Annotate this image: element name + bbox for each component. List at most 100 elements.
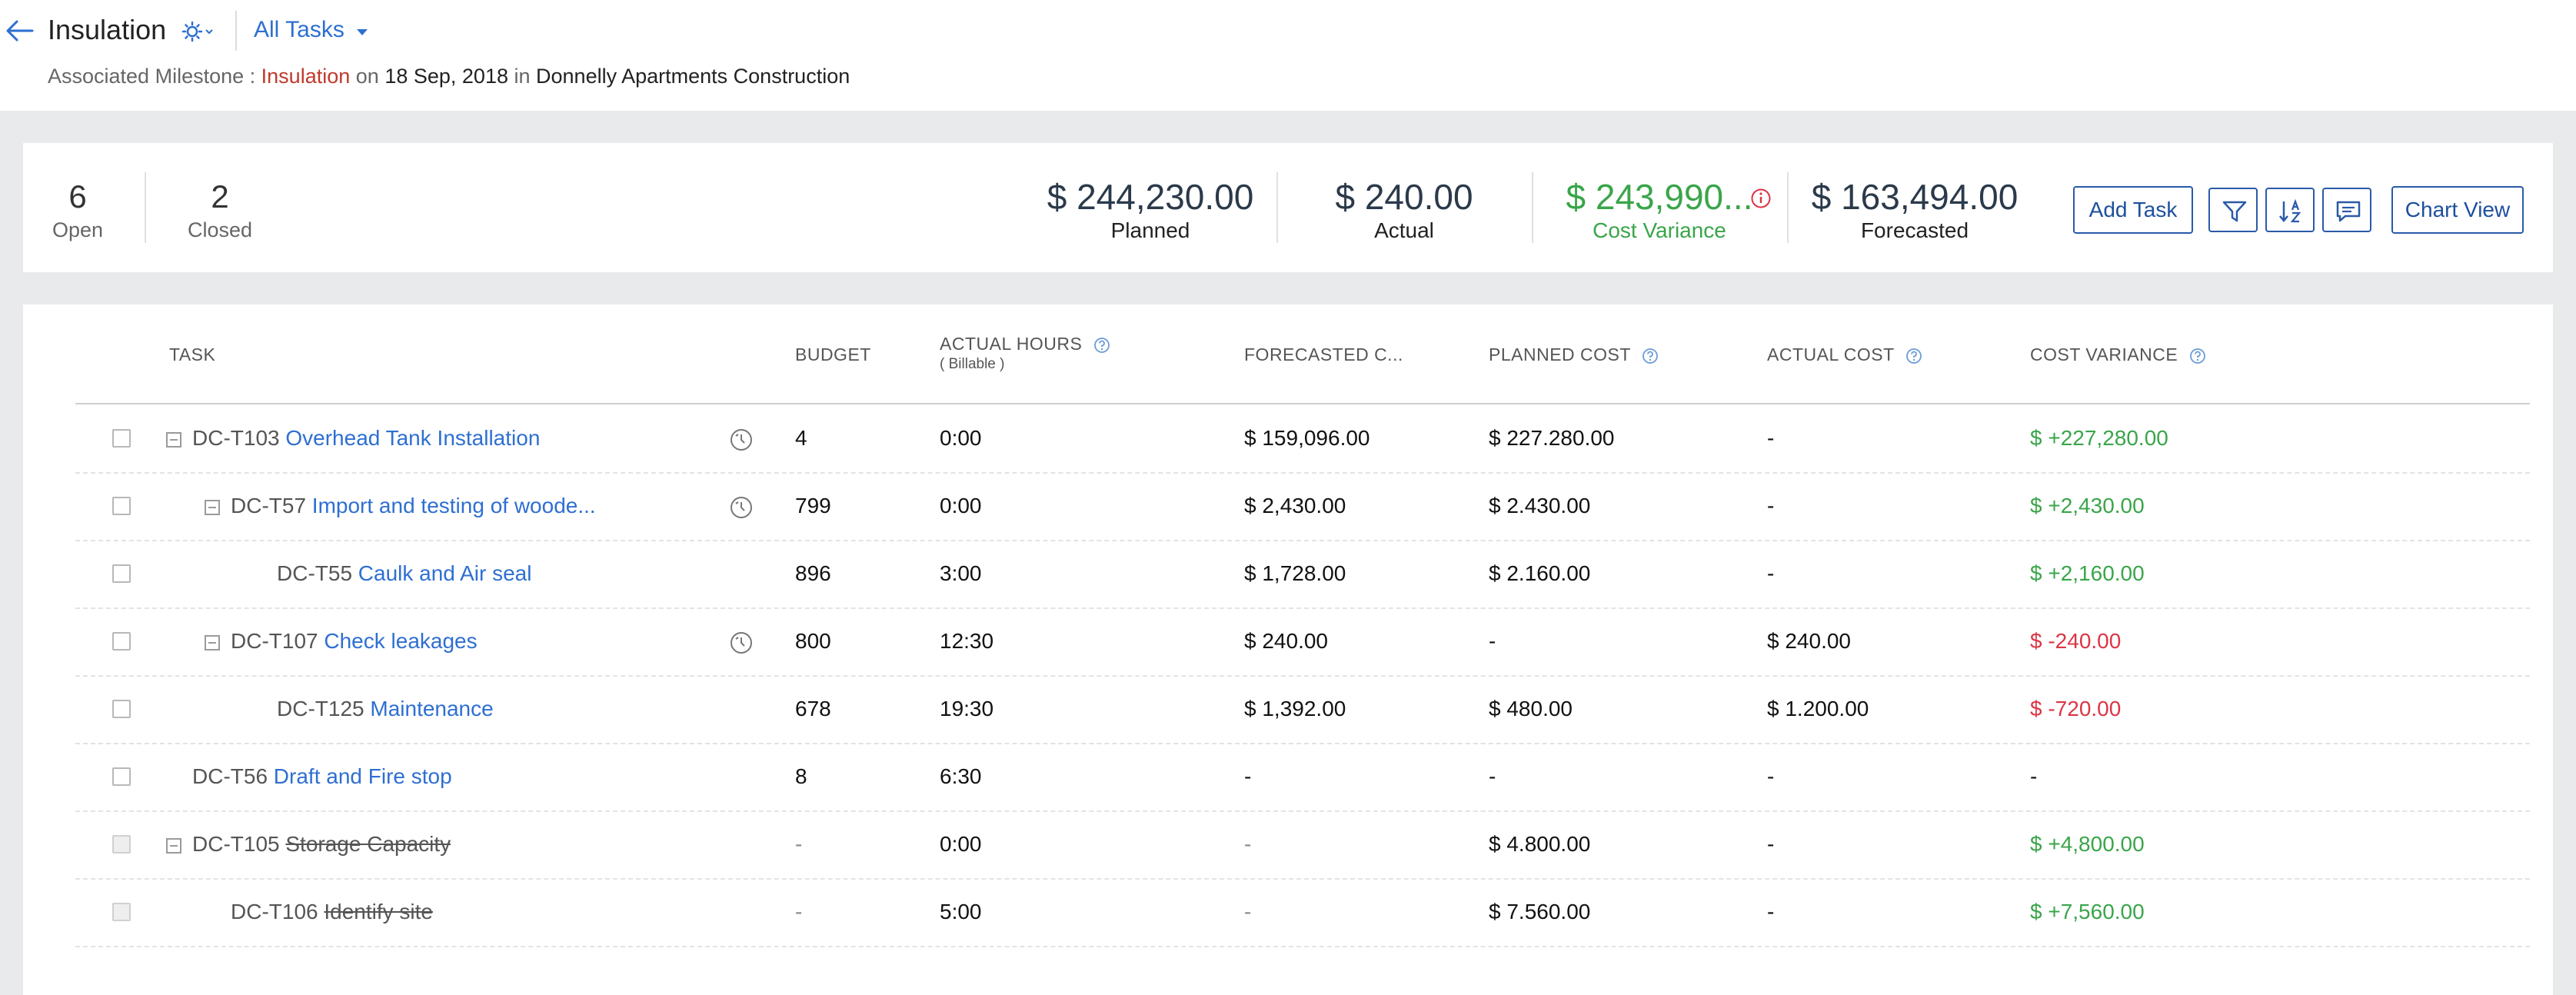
- cost-variance-amount: $ 243,990...: [1566, 177, 1753, 217]
- task-name-link[interactable]: Import and testing of woode...: [311, 494, 596, 517]
- column-header-budget[interactable]: BUDGET: [795, 344, 871, 364]
- column-header-actual-hours[interactable]: ACTUAL HOURS ( Billable ): [940, 334, 1110, 373]
- row-checkbox[interactable]: [112, 632, 131, 651]
- back-arrow-icon[interactable]: [5, 17, 35, 45]
- collapse-toggle[interactable]: [166, 432, 181, 448]
- planned-label: Planned: [1110, 218, 1190, 242]
- milestone-link[interactable]: Insulation: [261, 65, 351, 88]
- table-row[interactable]: DC-T125 Maintenance 678 19:30 $ 1,392.00…: [75, 677, 2530, 744]
- filter-button[interactable]: [2208, 188, 2258, 232]
- column-header-cost-variance[interactable]: COST VARIANCE: [2030, 344, 2206, 365]
- actual-cell: -: [1767, 561, 1775, 585]
- sort-button[interactable]: [2265, 188, 2315, 232]
- table-row[interactable]: DC-T56 Draft and Fire stop 8 6:30 - - - …: [75, 744, 2530, 812]
- forecasted-metric: $ 163,494.00 Forecasted: [1799, 177, 2030, 243]
- task-name-link[interactable]: Draft and Fire stop: [273, 764, 452, 788]
- column-header-task[interactable]: TASK: [169, 344, 216, 364]
- closed-count-label: Closed: [187, 218, 253, 241]
- view-selector-dropdown[interactable]: All Tasks: [254, 17, 344, 42]
- hours-cell: 0:00: [940, 832, 982, 856]
- planned-cell: $ 4.800.00: [1489, 832, 1591, 856]
- settings-gear-icon[interactable]: [181, 20, 217, 43]
- table-row[interactable]: DC-T57 Import and testing of woode... 79…: [75, 474, 2530, 541]
- task-name-link[interactable]: Maintenance: [370, 697, 494, 720]
- collapse-toggle[interactable]: [166, 838, 181, 854]
- row-checkbox[interactable]: [112, 903, 131, 921]
- forecast-cell: -: [1244, 832, 1252, 856]
- column-header-actual-cost[interactable]: ACTUAL COST: [1767, 344, 1922, 365]
- budget-cell: -: [795, 900, 803, 923]
- chart-view-button[interactable]: Chart View: [2391, 186, 2524, 234]
- add-task-button[interactable]: Add Task: [2073, 186, 2193, 234]
- row-checkbox[interactable]: [112, 767, 131, 786]
- comments-button[interactable]: [2322, 188, 2371, 232]
- row-checkbox[interactable]: [112, 564, 131, 583]
- budget-cell: 4: [795, 426, 807, 450]
- cost-variance-title: COST VARIANCE: [2030, 344, 2178, 364]
- task-id: DC-T56: [192, 764, 268, 788]
- timer-icon[interactable]: [729, 428, 754, 452]
- task-id: DC-T57: [231, 494, 307, 517]
- budget-cell: -: [795, 832, 803, 856]
- task-name-link[interactable]: Caulk and Air seal: [358, 561, 532, 585]
- help-icon[interactable]: [1905, 348, 1922, 364]
- open-count[interactable]: 6 Open: [51, 180, 105, 242]
- actual-cell: $ 1.200.00: [1767, 697, 1869, 720]
- task-name-link[interactable]: Check leakages: [324, 629, 478, 653]
- collapse-toggle[interactable]: [205, 500, 220, 515]
- header-divider: [235, 11, 237, 51]
- planned-cell: $ 2.160.00: [1489, 561, 1591, 585]
- billable-subtitle: ( Billable ): [940, 356, 1005, 372]
- task-table-card: [23, 304, 2553, 995]
- row-divider: [75, 675, 2530, 677]
- table-row[interactable]: DC-T103 Overhead Tank Installation 4 0:0…: [75, 406, 2530, 474]
- table-row[interactable]: DC-T106 Identify site - 5:00 - $ 7.560.0…: [75, 880, 2530, 947]
- timer-icon[interactable]: [729, 631, 754, 655]
- timer-icon[interactable]: [729, 495, 754, 520]
- budget-cell: 800: [795, 629, 831, 653]
- forecast-cell: -: [1244, 764, 1252, 788]
- row-checkbox[interactable]: [112, 429, 131, 448]
- task-id: DC-T106: [231, 900, 318, 923]
- table-row[interactable]: DC-T107 Check leakages 800 12:30 $ 240.0…: [75, 609, 2530, 677]
- project-name: Donnelly Apartments Construction: [536, 65, 850, 88]
- column-header-forecasted-cost[interactable]: FORECASTED C...: [1244, 344, 1403, 364]
- cost-variance-label: Cost Variance: [1593, 218, 1726, 242]
- task-cell: DC-T125 Maintenance: [277, 697, 494, 721]
- hours-cell: 3:00: [940, 561, 982, 585]
- table-row[interactable]: DC-T105 Storage Capacity - 0:00 - $ 4.80…: [75, 812, 2530, 880]
- planned-metric: $ 244,230.00 Planned: [1035, 177, 1266, 243]
- forecasted-label: Forecasted: [1860, 218, 1969, 242]
- task-name-link[interactable]: Identify site: [324, 900, 434, 923]
- actual-cell: -: [1767, 764, 1775, 788]
- actual-cell: $ 240.00: [1767, 629, 1851, 653]
- info-icon[interactable]: [1750, 188, 1772, 209]
- row-checkbox[interactable]: [112, 700, 131, 718]
- task-name-link[interactable]: Storage Capacity: [285, 832, 451, 856]
- planned-cost-title: PLANNED COST: [1489, 344, 1631, 364]
- row-checkbox[interactable]: [112, 497, 131, 515]
- help-icon[interactable]: [1642, 348, 1659, 364]
- task-cell: DC-T57 Import and testing of woode...: [231, 494, 596, 518]
- caret-down-icon[interactable]: [355, 28, 369, 37]
- task-name-link[interactable]: Overhead Tank Installation: [285, 426, 541, 450]
- variance-cell: -: [2030, 764, 2038, 788]
- row-divider: [75, 472, 2530, 474]
- closed-count[interactable]: 2 Closed: [174, 180, 266, 242]
- row-divider: [75, 540, 2530, 541]
- forecast-cell: $ 2,430.00: [1244, 494, 1346, 517]
- collapse-toggle[interactable]: [205, 635, 220, 651]
- row-checkbox[interactable]: [112, 835, 131, 854]
- column-header-planned-cost[interactable]: PLANNED COST: [1489, 344, 1659, 365]
- planned-cell: $ 7.560.00: [1489, 900, 1591, 923]
- closed-count-value: 2: [211, 178, 229, 215]
- table-row[interactable]: DC-T55 Caulk and Air seal 896 3:00 $ 1,7…: [75, 541, 2530, 609]
- open-count-label: Open: [52, 218, 104, 241]
- sort-az-icon: [2279, 198, 2301, 223]
- forecast-cell: $ 1,728.00: [1244, 561, 1346, 585]
- help-icon[interactable]: [2189, 348, 2206, 364]
- help-icon[interactable]: [1093, 337, 1110, 354]
- summary-divider: [1532, 172, 1533, 243]
- task-cell: DC-T105 Storage Capacity: [192, 832, 451, 857]
- header-rule: [75, 403, 2530, 404]
